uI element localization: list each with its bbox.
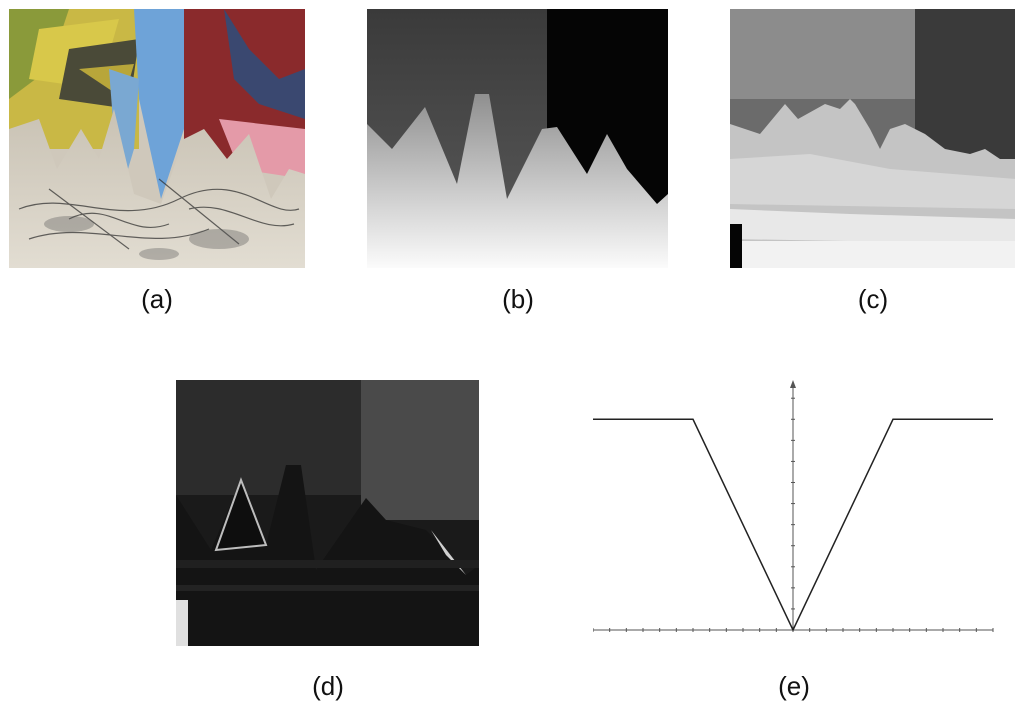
panel-a-image (9, 9, 305, 268)
y-axis-ticks (791, 397, 795, 631)
panel-b-image (367, 9, 668, 268)
painting-image (9, 9, 305, 268)
series-line (593, 418, 993, 632)
y-axis-arrow (790, 380, 796, 388)
panel-e-chart (593, 380, 995, 646)
disparity-map-c (730, 9, 1015, 268)
disparity-map-b (367, 9, 668, 268)
caption-a: (a) (141, 284, 173, 314)
caption-c: (c) (857, 284, 889, 314)
caption-d: (d) (312, 671, 344, 701)
caption-e: (e) (778, 671, 810, 701)
panel-d-image (176, 380, 479, 646)
caption-b: (b) (502, 284, 534, 314)
error-map-d (176, 380, 479, 646)
panel-c-image (730, 9, 1015, 268)
v-function-plot (593, 380, 994, 632)
